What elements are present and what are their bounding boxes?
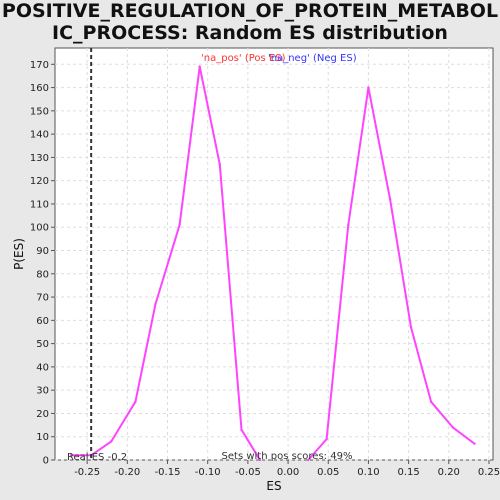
y-tick-label: 50 bbox=[36, 339, 49, 350]
data-point bbox=[110, 440, 113, 443]
data-point bbox=[218, 163, 221, 166]
y-tick-label: 150 bbox=[30, 106, 49, 117]
y-tick-label: 70 bbox=[36, 293, 49, 304]
real-es-label: Real ES -0.2 bbox=[67, 452, 127, 463]
y-tick-label: 0 bbox=[43, 456, 49, 467]
x-tick-label: -0.15 bbox=[155, 467, 181, 478]
legend-pos-label: 'na_pos' (Pos ES) bbox=[201, 53, 286, 64]
y-tick-label: 90 bbox=[36, 246, 49, 257]
x-tick-label: -0.20 bbox=[114, 467, 140, 478]
x-tick-label: 0.20 bbox=[438, 467, 460, 478]
data-point bbox=[258, 458, 262, 462]
x-tick-label: 0.10 bbox=[357, 467, 379, 478]
data-point bbox=[198, 65, 201, 68]
chart-title: POSITIVE_REGULATION_OF_PROTEIN_METABOLIC… bbox=[1, 0, 499, 44]
data-point bbox=[154, 302, 157, 306]
x-tick-label: -0.25 bbox=[74, 467, 100, 478]
y-tick-label: 100 bbox=[30, 223, 49, 234]
x-tick-label: 0.25 bbox=[478, 467, 500, 478]
data-point bbox=[473, 442, 476, 445]
x-axis: -0.25 -0.20 -0.15 -0.10 -0.05 0.00 0.05 0.10 0.1… bbox=[74, 460, 500, 478]
data-point bbox=[306, 458, 310, 462]
y-tick-label: 60 bbox=[36, 316, 49, 327]
x-tick-label: 0.00 bbox=[277, 467, 299, 478]
data-point bbox=[134, 400, 137, 404]
y-tick-label: 140 bbox=[30, 130, 49, 141]
data-point bbox=[409, 326, 413, 329]
series-na-pos-line bbox=[71, 65, 261, 461]
series-layer bbox=[69, 65, 476, 462]
y-tick-label: 20 bbox=[36, 409, 49, 420]
x-tick-label: 0.05 bbox=[317, 467, 339, 478]
data-point bbox=[367, 86, 370, 89]
y-tick-label: 170 bbox=[30, 60, 49, 71]
y-tick-label: 80 bbox=[36, 269, 49, 280]
plot-area bbox=[54, 47, 494, 461]
y-tick-label: 40 bbox=[36, 362, 49, 373]
legend-neg-label: 'na_neg' (Neg ES) bbox=[268, 53, 357, 64]
y-tick-label: 10 bbox=[36, 432, 49, 443]
data-point bbox=[178, 223, 181, 227]
x-tick-label: 0.15 bbox=[397, 467, 419, 478]
y-axis: 0 10 20 30 40 50 60 70 80 90 100 110 120 130 140 150 160… bbox=[30, 60, 55, 467]
data-point bbox=[69, 454, 73, 457]
y-tick-label: 130 bbox=[30, 153, 49, 164]
data-point bbox=[347, 223, 350, 227]
data-point bbox=[325, 437, 328, 441]
data-point bbox=[429, 400, 433, 404]
grid bbox=[55, 48, 493, 461]
data-point bbox=[388, 198, 392, 201]
y-axis-label: P(ES) bbox=[12, 238, 26, 270]
x-tick-label: -0.10 bbox=[195, 467, 221, 478]
x-tick-label: -0.05 bbox=[235, 467, 261, 478]
y-tick-label: 30 bbox=[36, 386, 49, 397]
y-tick-label: 120 bbox=[30, 176, 49, 187]
data-point bbox=[451, 426, 455, 429]
pos-scores-label: Sets with pos scores: 49% bbox=[222, 451, 353, 462]
y-tick-label: 110 bbox=[30, 199, 49, 210]
y-tick-label: 160 bbox=[30, 83, 49, 94]
data-point bbox=[240, 428, 243, 431]
x-axis-label: ES bbox=[266, 479, 281, 493]
